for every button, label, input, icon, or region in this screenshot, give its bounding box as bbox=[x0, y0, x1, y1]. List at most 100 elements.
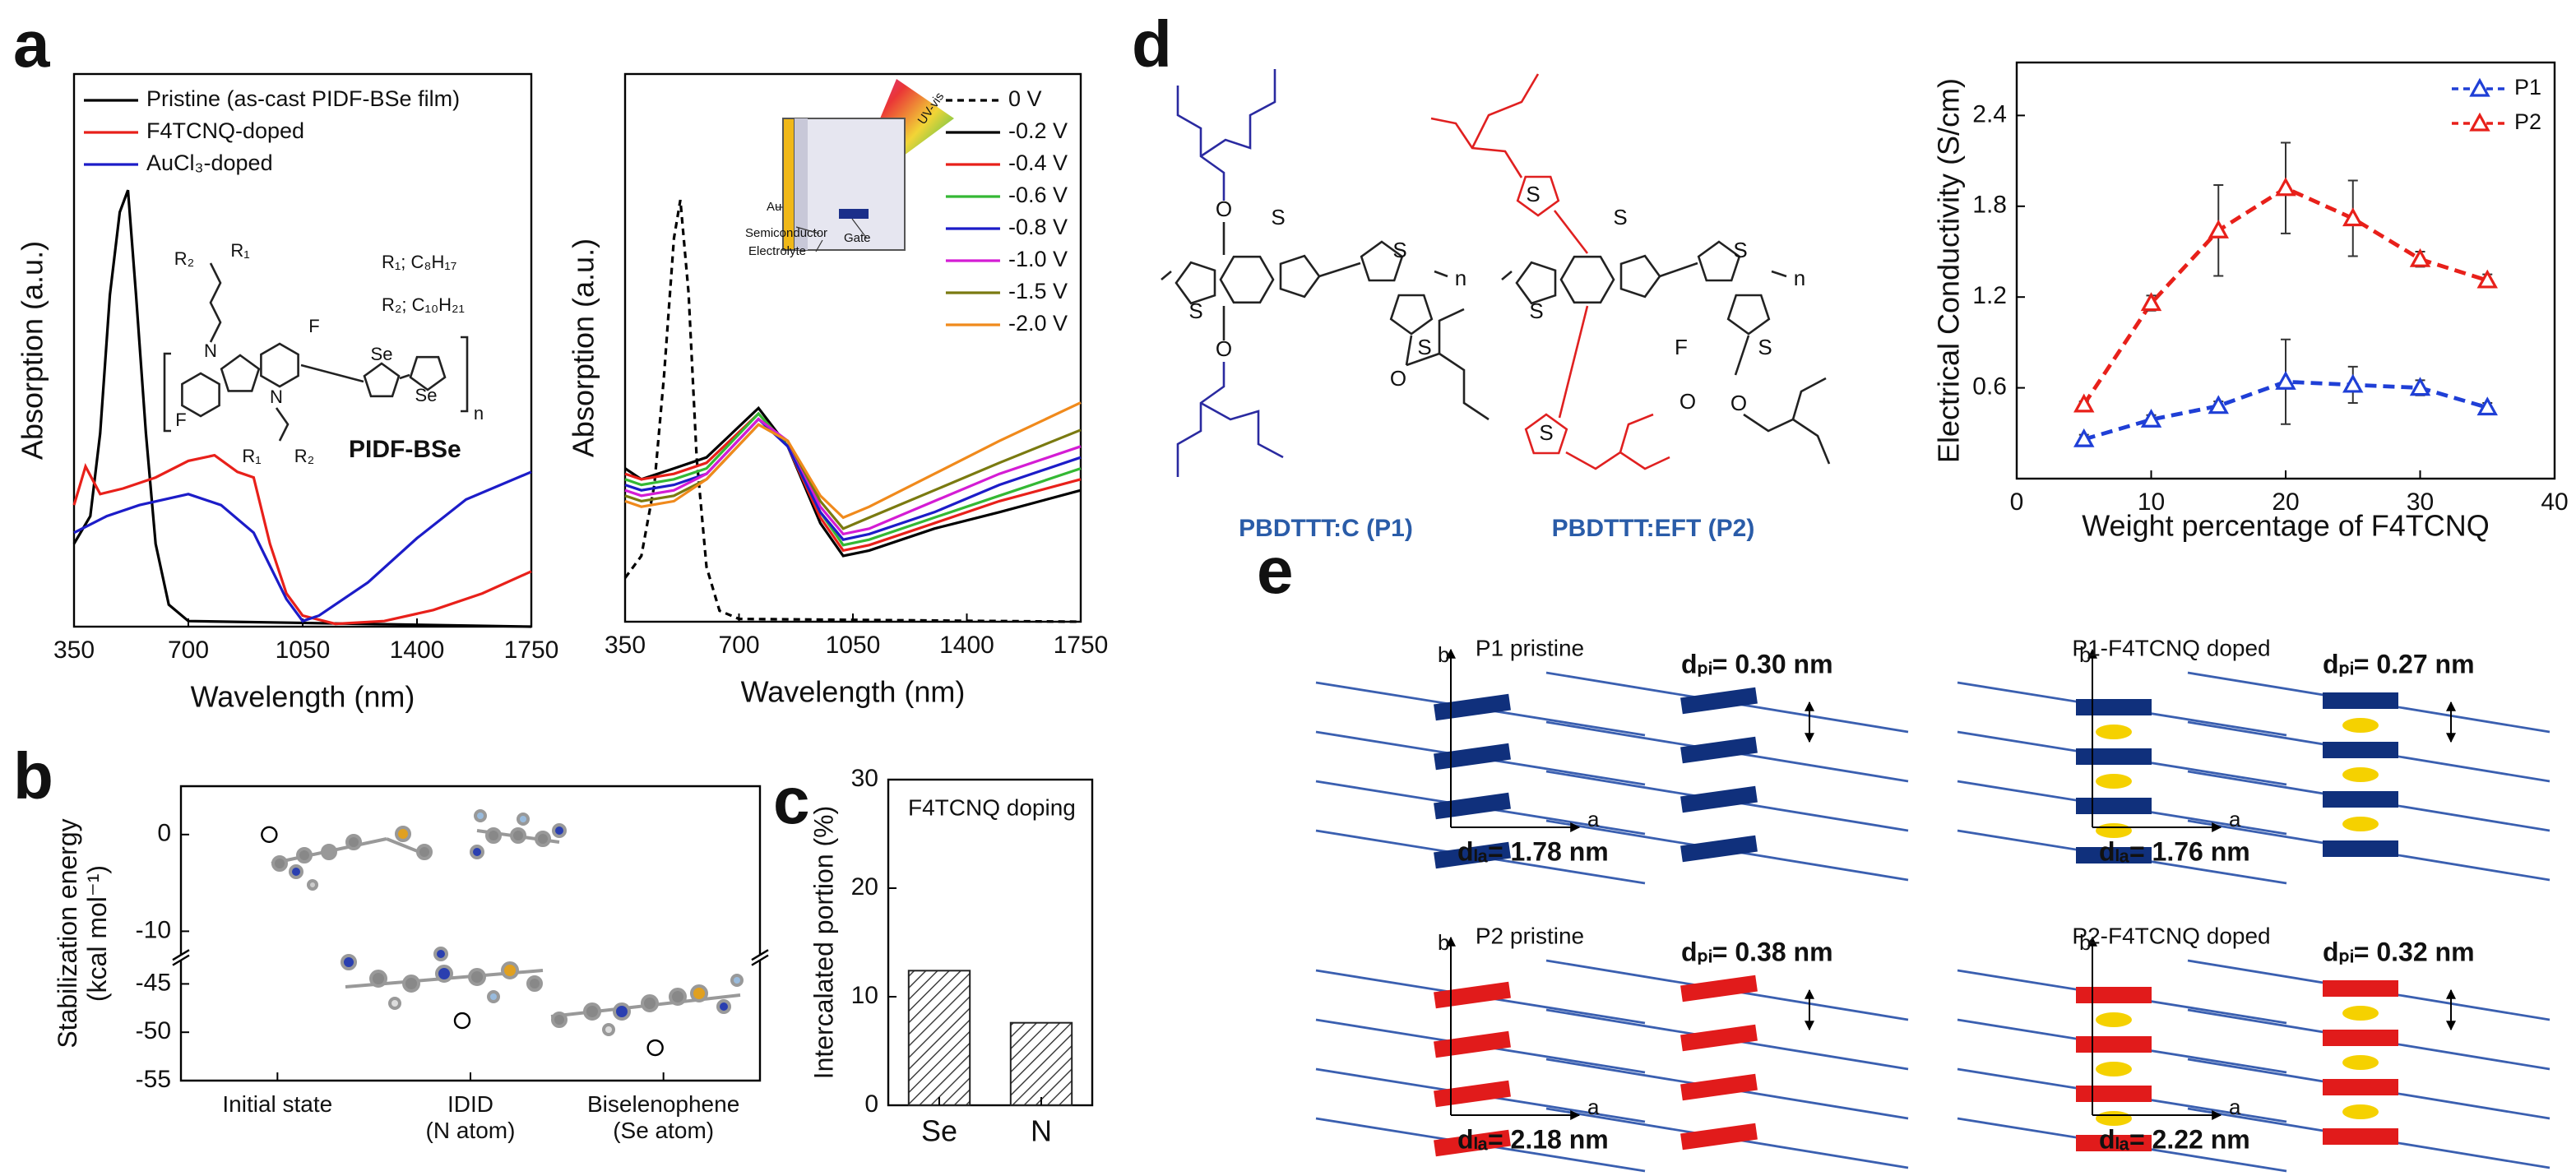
x-tick-label: N bbox=[1031, 1114, 1052, 1148]
atom-label: n bbox=[1794, 266, 1805, 290]
bond bbox=[1161, 271, 1172, 280]
legend-marker bbox=[2469, 112, 2490, 132]
bond bbox=[1619, 413, 1654, 453]
bond bbox=[1659, 262, 1698, 278]
polymer-backbone bbox=[2323, 840, 2398, 857]
legend-label: -0.6 V bbox=[1008, 183, 1068, 207]
dopant bbox=[2096, 1111, 2132, 1126]
ring bbox=[1360, 240, 1404, 282]
series-line bbox=[72, 189, 532, 628]
x-tick-label: Se bbox=[921, 1114, 957, 1148]
ring bbox=[181, 372, 220, 418]
bond bbox=[1405, 335, 1413, 366]
legend-label: -1.5 V bbox=[1008, 279, 1068, 303]
marker bbox=[2409, 248, 2431, 267]
y-axis-label: Stabilization energy (kcal mol⁻¹) bbox=[54, 818, 113, 1049]
inset-label: Au bbox=[767, 200, 781, 214]
series-line bbox=[624, 417, 1082, 541]
bar bbox=[907, 970, 971, 1106]
marker bbox=[2275, 177, 2296, 197]
atom-label: n bbox=[474, 403, 484, 424]
diagram-title: P2 pristine bbox=[1476, 923, 1584, 948]
ring bbox=[260, 342, 299, 388]
atom-label: F bbox=[1675, 335, 1688, 359]
plot-frame bbox=[887, 778, 1094, 1107]
marker bbox=[2140, 408, 2162, 428]
atom-label: S bbox=[1526, 182, 1540, 206]
polymer-backbone bbox=[1434, 1080, 1511, 1108]
y-axis-label: Absorption (a.u.) bbox=[16, 241, 49, 460]
panel-label: c bbox=[773, 764, 810, 837]
x-axis-label: Wavelength (nm) bbox=[191, 680, 415, 714]
bond bbox=[163, 352, 171, 433]
atom-label: O bbox=[1216, 197, 1232, 221]
y-tick-label: -50 bbox=[136, 1017, 171, 1044]
bond bbox=[1553, 210, 1589, 254]
bond bbox=[1406, 352, 1490, 421]
pi-spacing: dₚᵢ= 0.30 nm bbox=[1681, 649, 1833, 678]
legend-label: P2 bbox=[2514, 109, 2541, 134]
bond bbox=[275, 407, 290, 442]
atom-label: n bbox=[1455, 266, 1466, 290]
marker bbox=[2275, 370, 2296, 390]
legend-label: AuCl₃-doped bbox=[146, 150, 273, 175]
polymer-backbone bbox=[2323, 692, 2398, 709]
marker bbox=[2140, 292, 2162, 312]
atom-label: O bbox=[1679, 389, 1696, 414]
ring bbox=[1279, 254, 1321, 299]
legend-label: Pristine (as-cast PIDF-BSe film) bbox=[146, 86, 460, 111]
dopant bbox=[2096, 1062, 2132, 1076]
legend-label: -0.4 V bbox=[1008, 150, 1068, 175]
dopant bbox=[2342, 1006, 2379, 1021]
inset-label: Electrolyte bbox=[748, 244, 806, 258]
y-tick-label: 0.6 bbox=[1972, 373, 2007, 400]
ring bbox=[1219, 255, 1275, 304]
atom-label: N bbox=[204, 340, 217, 361]
y-tick-label: 0 bbox=[864, 1090, 878, 1118]
atom-label: Se bbox=[371, 344, 393, 364]
polymer-backbone bbox=[1680, 1123, 1758, 1151]
axis-letter: b bbox=[1438, 642, 1449, 667]
atom-label: S bbox=[1417, 335, 1431, 359]
y-axis-label: Absorption (a.u.) bbox=[567, 238, 600, 457]
y-tick-label: 1.2 bbox=[1972, 282, 2007, 309]
ring bbox=[220, 354, 261, 392]
axis-letter: a bbox=[1587, 807, 1600, 831]
dopant bbox=[2342, 767, 2379, 782]
polymer-backbone bbox=[2076, 699, 2152, 715]
panel-label: d bbox=[1132, 7, 1172, 81]
ring bbox=[1559, 255, 1615, 304]
data-point bbox=[646, 1039, 664, 1057]
bond bbox=[1791, 377, 1827, 420]
y-tick-label: 20 bbox=[851, 873, 878, 901]
bond bbox=[1771, 270, 1787, 278]
atom-label: S bbox=[1392, 238, 1406, 262]
marker bbox=[2342, 207, 2364, 227]
axis-break bbox=[172, 949, 190, 966]
polymer-backbone bbox=[1434, 1030, 1511, 1058]
cell bbox=[789, 118, 906, 251]
series-line bbox=[624, 417, 1082, 536]
series-line bbox=[623, 199, 1082, 623]
diagram-title: P2-F4TCNQ doped bbox=[2072, 923, 2270, 948]
polymer-backbone bbox=[1680, 1073, 1758, 1101]
diagram-title: P1-F4TCNQ doped bbox=[2072, 635, 2270, 660]
x-tick-label-box: Initial state bbox=[222, 1090, 332, 1117]
bond bbox=[461, 336, 469, 413]
atom-label: R₁ bbox=[242, 446, 261, 466]
polymer-backbone bbox=[1434, 693, 1511, 721]
data-point bbox=[261, 826, 278, 843]
x-tick-label-box: IDID (N atom) bbox=[426, 1090, 516, 1143]
y-tick-label: 10 bbox=[851, 982, 878, 1009]
legend-label: -0.8 V bbox=[1008, 215, 1068, 239]
x-tick-label: 350 bbox=[53, 637, 95, 664]
molecule-model bbox=[341, 947, 544, 1010]
atom-label: S bbox=[1758, 335, 1772, 359]
polymer-backbone bbox=[1680, 785, 1758, 813]
x-tick-label: 40 bbox=[2541, 488, 2568, 516]
marker bbox=[2073, 428, 2095, 447]
x-tick-label: 1050 bbox=[826, 632, 881, 659]
atom-label: Se bbox=[415, 385, 438, 405]
ring bbox=[409, 355, 447, 391]
